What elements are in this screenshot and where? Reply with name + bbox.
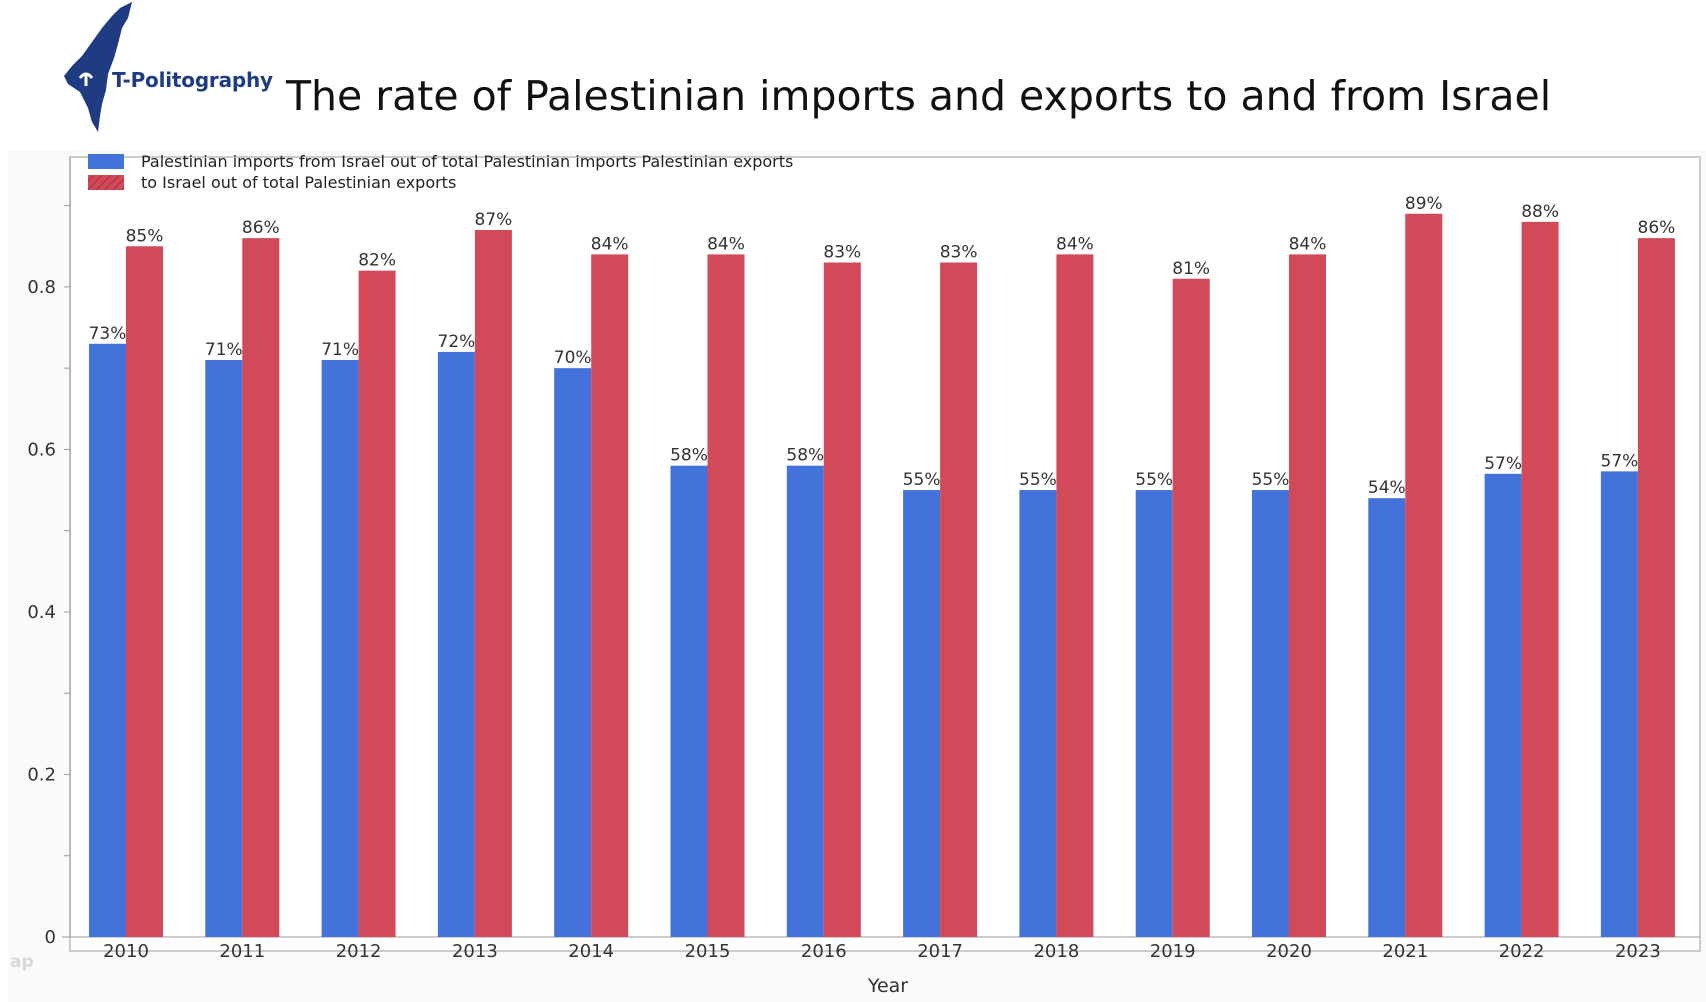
x-tick-label: 2020	[1266, 941, 1312, 962]
exports-label-2010: 85%	[126, 226, 164, 246]
bar-chart: 0 0.2 0.4 0.6 0.8 73% 71% 71% 72% 70% 58% 58% 55% 55…	[27, 152, 1701, 997]
exports-label-2016: 83%	[823, 243, 861, 263]
y-tick-label: 0.8	[27, 277, 56, 298]
exports-bar-2018	[1056, 254, 1094, 937]
exports-label-2012: 82%	[358, 251, 396, 271]
imports-bar-2022	[1484, 473, 1522, 937]
exports-bar-2017	[940, 262, 978, 937]
exports-label-2022: 88%	[1521, 202, 1559, 222]
plot-area-frame	[69, 156, 1701, 952]
exports-bar-2021	[1405, 213, 1443, 937]
imports-label-2010: 73%	[89, 324, 127, 344]
exports-bar-2014	[591, 254, 629, 937]
imports-bar-2010	[89, 343, 126, 937]
legend-text-line: Palestinian imports from Israel out of t…	[141, 152, 793, 171]
imports-label-2016: 58%	[786, 446, 824, 466]
exports-label-2018: 84%	[1056, 234, 1094, 254]
imports-label-2017: 55%	[903, 470, 941, 490]
y-tick-label: 0	[45, 927, 56, 948]
x-axis: 2010 2011 2012 2013 2014 2015 2016 2017 2018 2019…	[103, 941, 1661, 962]
header: T-Politography The rate of Palestinian i…	[0, 0, 1706, 150]
y-tick-label: 0.4	[27, 602, 56, 623]
imports-label-2020: 55%	[1252, 470, 1290, 490]
imports-bar-2021	[1368, 498, 1406, 937]
exports-bar-2019	[1172, 278, 1210, 937]
watermark-text: ap	[10, 952, 34, 972]
exports-bar-2020	[1289, 254, 1326, 937]
x-tick-label: 2019	[1150, 941, 1196, 962]
imports-label-2011: 71%	[205, 340, 243, 360]
imports-bar-2013	[437, 351, 475, 937]
exports-label-2011: 86%	[242, 218, 280, 238]
exports-bar-2010	[126, 246, 163, 937]
imports-label-2014: 70%	[554, 348, 592, 368]
imports-bar-2015	[670, 465, 708, 937]
logo: T-Politography	[62, 0, 273, 140]
imports-label-2022: 57%	[1484, 454, 1522, 474]
imports-bar-2020	[1252, 490, 1289, 937]
exports-bar-2022	[1521, 221, 1559, 937]
imports-label-2012: 71%	[321, 340, 359, 360]
y-tick-label: 0.6	[27, 439, 56, 460]
x-tick-label: 2017	[917, 941, 963, 962]
exports-label-2023: 86%	[1638, 218, 1676, 238]
x-tick-label: 2018	[1033, 941, 1079, 962]
imports-label-2018: 55%	[1019, 470, 1057, 490]
bars: 73% 71% 71% 72% 70% 58% 58% 55% 55% 55% 55% 54% 57% 5…	[89, 194, 1676, 938]
exports-label-2014: 84%	[591, 234, 629, 254]
y-tick-label: 0.2	[27, 764, 56, 785]
x-tick-label: 2016	[801, 941, 847, 962]
legend-text-line: to Israel out of total Palestinian expor…	[141, 173, 456, 192]
imports-bar-2016	[786, 465, 824, 937]
imports-bar-2014	[554, 368, 592, 937]
imports-label-2019: 55%	[1135, 470, 1173, 490]
imports-bar-2011	[205, 360, 243, 937]
imports-bar-2019	[1135, 490, 1173, 937]
imports-bar-2023	[1600, 471, 1638, 937]
exports-bar-2016	[823, 262, 861, 937]
x-tick-label: 2023	[1615, 941, 1661, 962]
exports-bar-2023	[1637, 238, 1675, 937]
x-tick-label: 2022	[1499, 941, 1545, 962]
x-axis-label: Year	[867, 975, 908, 997]
x-tick-label: 2021	[1382, 941, 1428, 962]
exports-label-2015: 84%	[707, 234, 745, 254]
exports-bar-2011	[242, 238, 280, 937]
imports-label-2021: 54%	[1368, 478, 1406, 498]
exports-bar-2015	[707, 254, 745, 937]
imports-bar-2018	[1019, 490, 1057, 937]
x-tick-label: 2010	[103, 941, 149, 962]
imports-bar-2017	[903, 490, 941, 937]
exports-bar-2013	[474, 230, 512, 938]
imports-label-2013: 72%	[438, 332, 476, 352]
legend-swatch-exports	[88, 175, 124, 190]
legend-swatch-imports	[88, 154, 124, 169]
exports-bar-2012	[358, 270, 396, 937]
chart-panel: 0 0.2 0.4 0.6 0.8 73% 71% 71% 72% 70% 58% 58% 55% 55…	[8, 150, 1706, 1002]
exports-label-2019: 81%	[1172, 259, 1210, 279]
legend: Palestinian imports from Israel out of t…	[88, 152, 793, 192]
imports-bar-2012	[321, 360, 359, 937]
imports-label-2015: 58%	[670, 446, 708, 466]
exports-label-2020: 84%	[1289, 234, 1327, 254]
x-tick-label: 2013	[452, 941, 498, 962]
exports-label-2017: 83%	[940, 243, 978, 263]
page-title: The rate of Palestinian imports and expo…	[286, 72, 1552, 120]
x-tick-label: 2012	[336, 941, 382, 962]
x-tick-label: 2011	[219, 941, 265, 962]
exports-label-2021: 89%	[1405, 194, 1443, 214]
exports-label-2013: 87%	[475, 210, 513, 230]
x-tick-label: 2014	[568, 941, 614, 962]
x-tick-label: 2015	[685, 941, 731, 962]
israel-map-icon	[64, 2, 132, 132]
logo-text: T-Politography	[112, 68, 273, 92]
imports-label-2023: 57%	[1601, 451, 1639, 471]
